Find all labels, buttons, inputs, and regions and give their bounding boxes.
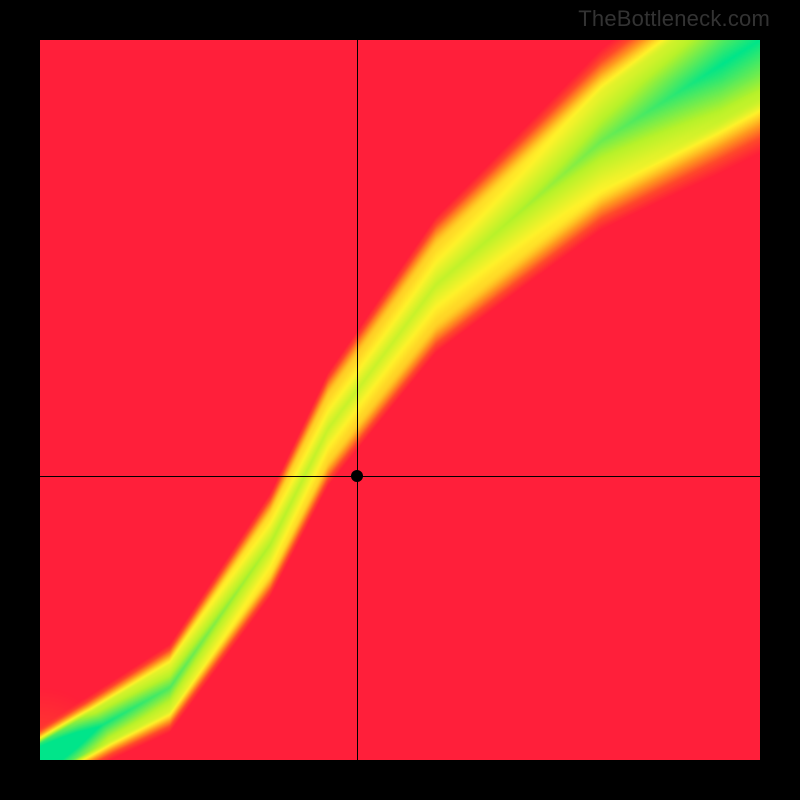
selection-marker: [351, 470, 363, 482]
plot-area: [40, 40, 760, 760]
crosshair-vertical: [357, 40, 358, 760]
crosshair-horizontal: [40, 476, 760, 477]
watermark-text: TheBottleneck.com: [578, 6, 770, 32]
bottleneck-heatmap: [40, 40, 760, 760]
